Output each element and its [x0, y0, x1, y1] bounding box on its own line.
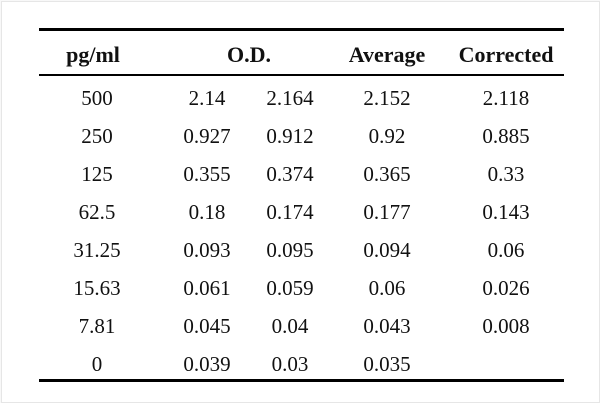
cell-average: 2.152 — [363, 86, 411, 110]
cell-od2: 0.374 — [266, 162, 314, 186]
cell-od2: 0.912 — [266, 124, 314, 148]
cell-corrected: 2.118 — [482, 86, 530, 110]
table-bottom-rule — [39, 379, 564, 382]
cell-corrected: 0.885 — [482, 124, 530, 148]
cell-od1: 2.14 — [188, 86, 226, 110]
cell-pgml: 62.5 — [78, 200, 116, 224]
cell-od1: 0.039 — [183, 352, 231, 376]
header-corrected: Corrected — [458, 42, 554, 67]
cell-od1: 0.927 — [183, 124, 231, 148]
table-header: pg/ml O.D. Average Corrected — [2, 42, 600, 72]
cell-pgml: 15.63 — [73, 276, 121, 300]
table-row: 250 0.927 0.912 0.92 0.885 — [2, 124, 600, 162]
table-header-rule — [39, 74, 564, 76]
header-pgml: pg/ml — [66, 42, 120, 67]
cell-pgml: 31.25 — [73, 238, 121, 262]
table-row: 125 0.355 0.374 0.365 0.33 — [2, 162, 600, 200]
cell-corrected: 0.026 — [482, 276, 530, 300]
cell-pgml: 500 — [81, 86, 113, 110]
table-top-rule — [39, 28, 564, 31]
cell-od2: 0.059 — [266, 276, 314, 300]
table-row: 15.63 0.061 0.059 0.06 0.026 — [2, 276, 600, 314]
cell-average: 0.043 — [363, 314, 411, 338]
cell-average: 0.094 — [363, 238, 411, 262]
cell-od1: 0.061 — [183, 276, 231, 300]
header-od: O.D. — [227, 42, 271, 67]
cell-pgml: 7.81 — [78, 314, 116, 338]
table-row: 62.5 0.18 0.174 0.177 0.143 — [2, 200, 600, 238]
cell-corrected: 0.143 — [482, 200, 530, 224]
table-row: 500 2.14 2.164 2.152 2.118 — [2, 86, 600, 124]
cell-pgml: 0 — [91, 352, 103, 376]
cell-corrected: 0.06 — [487, 238, 525, 262]
cell-od2: 0.174 — [266, 200, 314, 224]
cell-corrected: 0.33 — [487, 162, 525, 186]
header-average: Average — [348, 42, 426, 67]
cell-corrected: 0.008 — [482, 314, 530, 338]
cell-average: 0.92 — [368, 124, 406, 148]
cell-od2: 0.03 — [271, 352, 309, 376]
cell-od2: 2.164 — [266, 86, 314, 110]
cell-od1: 0.355 — [183, 162, 231, 186]
cell-od2: 0.04 — [271, 314, 309, 338]
cell-average: 0.177 — [363, 200, 411, 224]
table-row: 31.25 0.093 0.095 0.094 0.06 — [2, 238, 600, 276]
cell-od1: 0.18 — [188, 200, 226, 224]
table-row: 0 0.039 0.03 0.035 — [2, 352, 600, 390]
cell-average: 0.06 — [368, 276, 406, 300]
cell-average: 0.365 — [363, 162, 411, 186]
cell-od1: 0.093 — [183, 238, 231, 262]
cell-average: 0.035 — [363, 352, 411, 376]
table-row: 7.81 0.045 0.04 0.043 0.008 — [2, 314, 600, 352]
cell-od2: 0.095 — [266, 238, 314, 262]
cell-pgml: 250 — [81, 124, 113, 148]
cell-od1: 0.045 — [183, 314, 231, 338]
cell-pgml: 125 — [81, 162, 113, 186]
